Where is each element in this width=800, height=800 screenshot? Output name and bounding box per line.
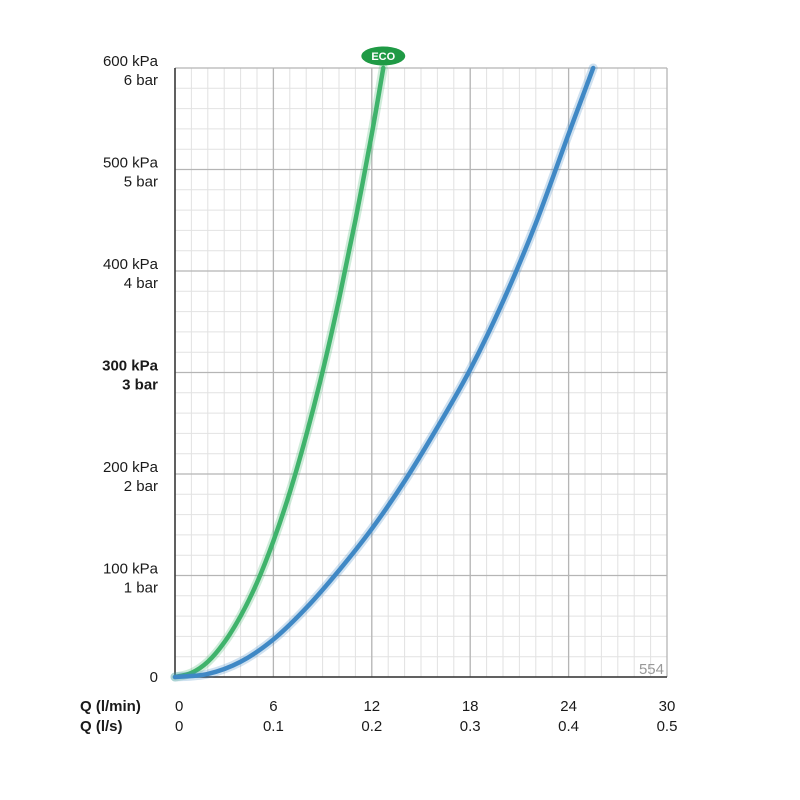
series-line-standard <box>172 65 596 680</box>
badge-layer: ECO <box>361 46 406 66</box>
x-tick-label: 0.3 <box>460 718 481 735</box>
y-tick-label-kpa: 400 kPa <box>103 256 159 273</box>
x-tick-label: 24 <box>560 698 577 715</box>
eco-badge-label: ECO <box>371 51 395 63</box>
x-axis-label: Q (l/s) <box>80 718 123 735</box>
y-tick-label-bar: 4 bar <box>124 275 158 292</box>
y-axis-labels: 600 kPa 6 bar 500 kPa 5 bar 400 kPa 4 bar 300 … <box>102 53 159 686</box>
major-grid <box>174 67 668 678</box>
y-tick-label-kpa: 300 kPa <box>102 358 159 375</box>
y-tick-label-bar: 2 bar <box>124 478 158 495</box>
x-tick-label: 0.5 <box>657 718 678 735</box>
x-tick-label: 6 <box>269 698 277 715</box>
x-axis-label: Q (l/min) <box>80 698 141 715</box>
x-tick-label: 0 <box>175 718 183 735</box>
series-layer <box>170 63 598 682</box>
x-tick-label: 0 <box>175 698 183 715</box>
x-tick-label: 0.1 <box>263 718 284 735</box>
y-tick-label-bar: 5 bar <box>124 174 158 191</box>
y-tick-label-kpa: 600 kPa <box>103 53 159 70</box>
y-tick-label-bar: 1 bar <box>124 580 158 597</box>
y-tick-label-bar: 6 bar <box>124 72 158 89</box>
x-tick-label: 0.2 <box>361 718 382 735</box>
x-tick-label: 12 <box>363 698 380 715</box>
x-tick-label: 30 <box>659 698 676 715</box>
y-tick-label-kpa: 200 kPa <box>103 459 159 476</box>
x-tick-label: 18 <box>462 698 479 715</box>
series-line-eco <box>172 65 386 680</box>
y-tick-label-bar: 3 bar <box>122 377 158 394</box>
chart-code-label: 554 <box>639 661 664 678</box>
y-tick-label-kpa: 500 kPa <box>103 155 159 172</box>
x-axis-labels: Q (l/min) 0 6 12 18 24 30 Q (l/s) 0 0.1 0.2 0.3 0.4 0… <box>80 698 677 735</box>
y-tick-label-kpa: 100 kPa <box>103 561 159 578</box>
y-tick-label: 0 <box>150 669 158 686</box>
x-tick-label: 0.4 <box>558 718 579 735</box>
eco-badge <box>361 46 406 66</box>
